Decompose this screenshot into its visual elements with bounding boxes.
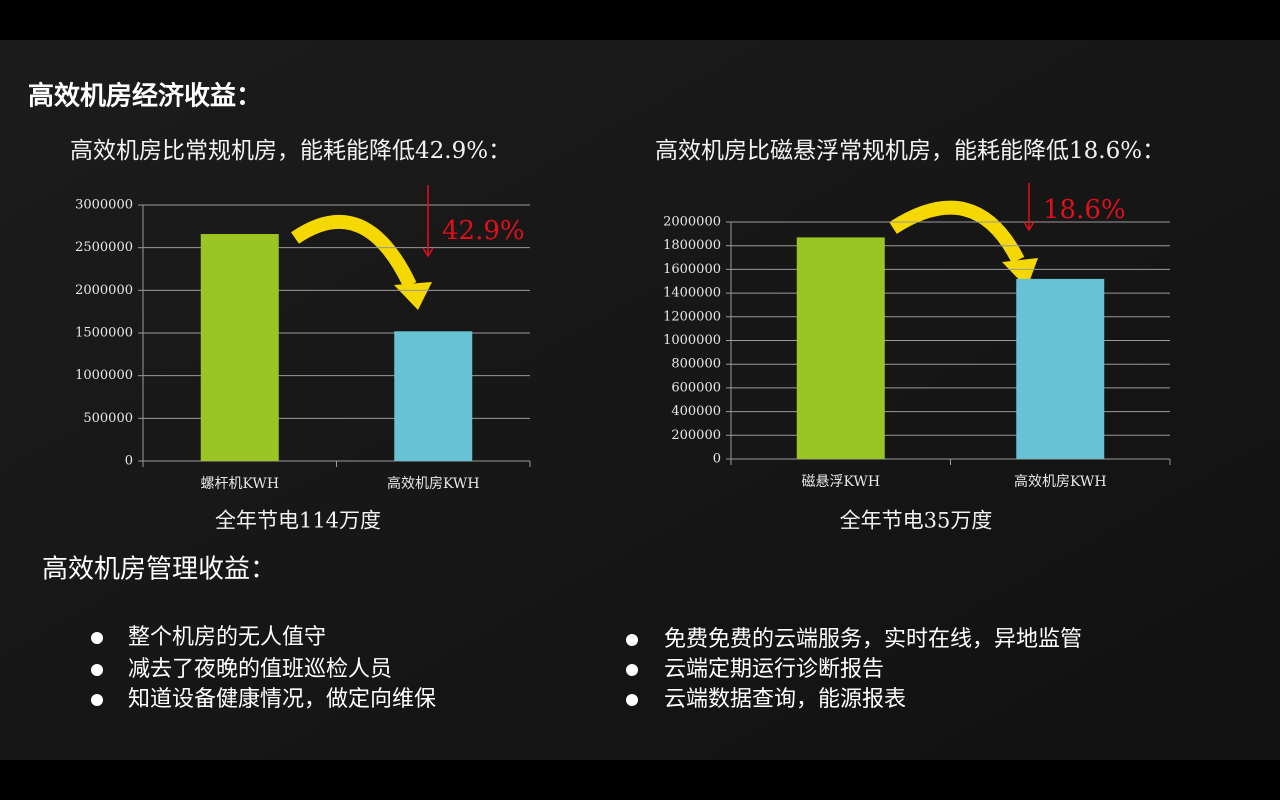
bullet-item: 减去了夜晚的值班巡检人员	[128, 657, 392, 682]
annotation-arrowhead	[1023, 221, 1035, 232]
y-tick-label: 3000000	[75, 198, 133, 213]
heading: 高效机房经济收益：	[28, 81, 262, 112]
y-tick-label: 1000000	[663, 333, 721, 348]
y-tick-label: 1500000	[75, 326, 133, 341]
annotation: 42.9%	[442, 216, 525, 246]
y-tick-label: 600000	[671, 380, 721, 395]
y-tick-label: 400000	[671, 404, 721, 419]
y-tick-label: 1200000	[663, 309, 721, 324]
bar	[796, 237, 885, 459]
y-tick-label: 1600000	[663, 262, 721, 277]
y-tick-label: 1800000	[663, 238, 721, 253]
y-tick-label: 800000	[671, 357, 721, 372]
chart-title: 高效机房比常规机房，能耗能降低42.9%：	[70, 138, 511, 164]
x-tick-label: 螺杆机KWH	[200, 476, 279, 492]
y-tick-label: 200000	[671, 428, 721, 443]
yellow-arrow	[291, 200, 1038, 310]
bullets	[91, 632, 638, 706]
annotation-arrowhead	[422, 247, 434, 258]
y-tick-label: 2500000	[75, 240, 133, 255]
bullet-item: 整个机房的无人值守	[128, 625, 326, 650]
y-tick-label: 500000	[83, 411, 133, 426]
x-tick-label: 高效机房KWH	[387, 475, 480, 492]
bullet-item: 免费免费的云端服务，实时在线，异地监管	[664, 627, 1082, 652]
bullet-item: 云端定期运行诊断报告	[664, 657, 884, 682]
bullet-item: 云端数据查询，能源报表	[664, 687, 906, 712]
bar	[394, 331, 473, 461]
chart-subtitle: 全年节电114万度	[215, 509, 381, 533]
x-tick-label: 高效机房KWH	[1014, 473, 1107, 490]
y-tick-label: 2000000	[663, 215, 721, 230]
y-tick-label: 2000000	[75, 283, 133, 298]
chart-subtitle: 全年节电35万度	[840, 509, 993, 533]
y-tick-label: 1400000	[663, 286, 721, 301]
y-tick-label: 0	[713, 452, 721, 467]
y-tick-label: 1000000	[75, 368, 133, 383]
chart-title: 高效机房比磁悬浮常规机房，能耗能降低18.6%：	[655, 138, 1165, 164]
x-tick-label: 磁悬浮KWH	[801, 474, 880, 490]
bar	[200, 234, 279, 461]
section-heading: 高效机房管理收益：	[42, 555, 276, 585]
bullet-item: 知道设备健康情况，做定向维保	[128, 687, 436, 712]
y-tick-label: 0	[125, 454, 133, 469]
bar	[1016, 278, 1105, 459]
annotation: 18.6%	[1043, 195, 1126, 225]
